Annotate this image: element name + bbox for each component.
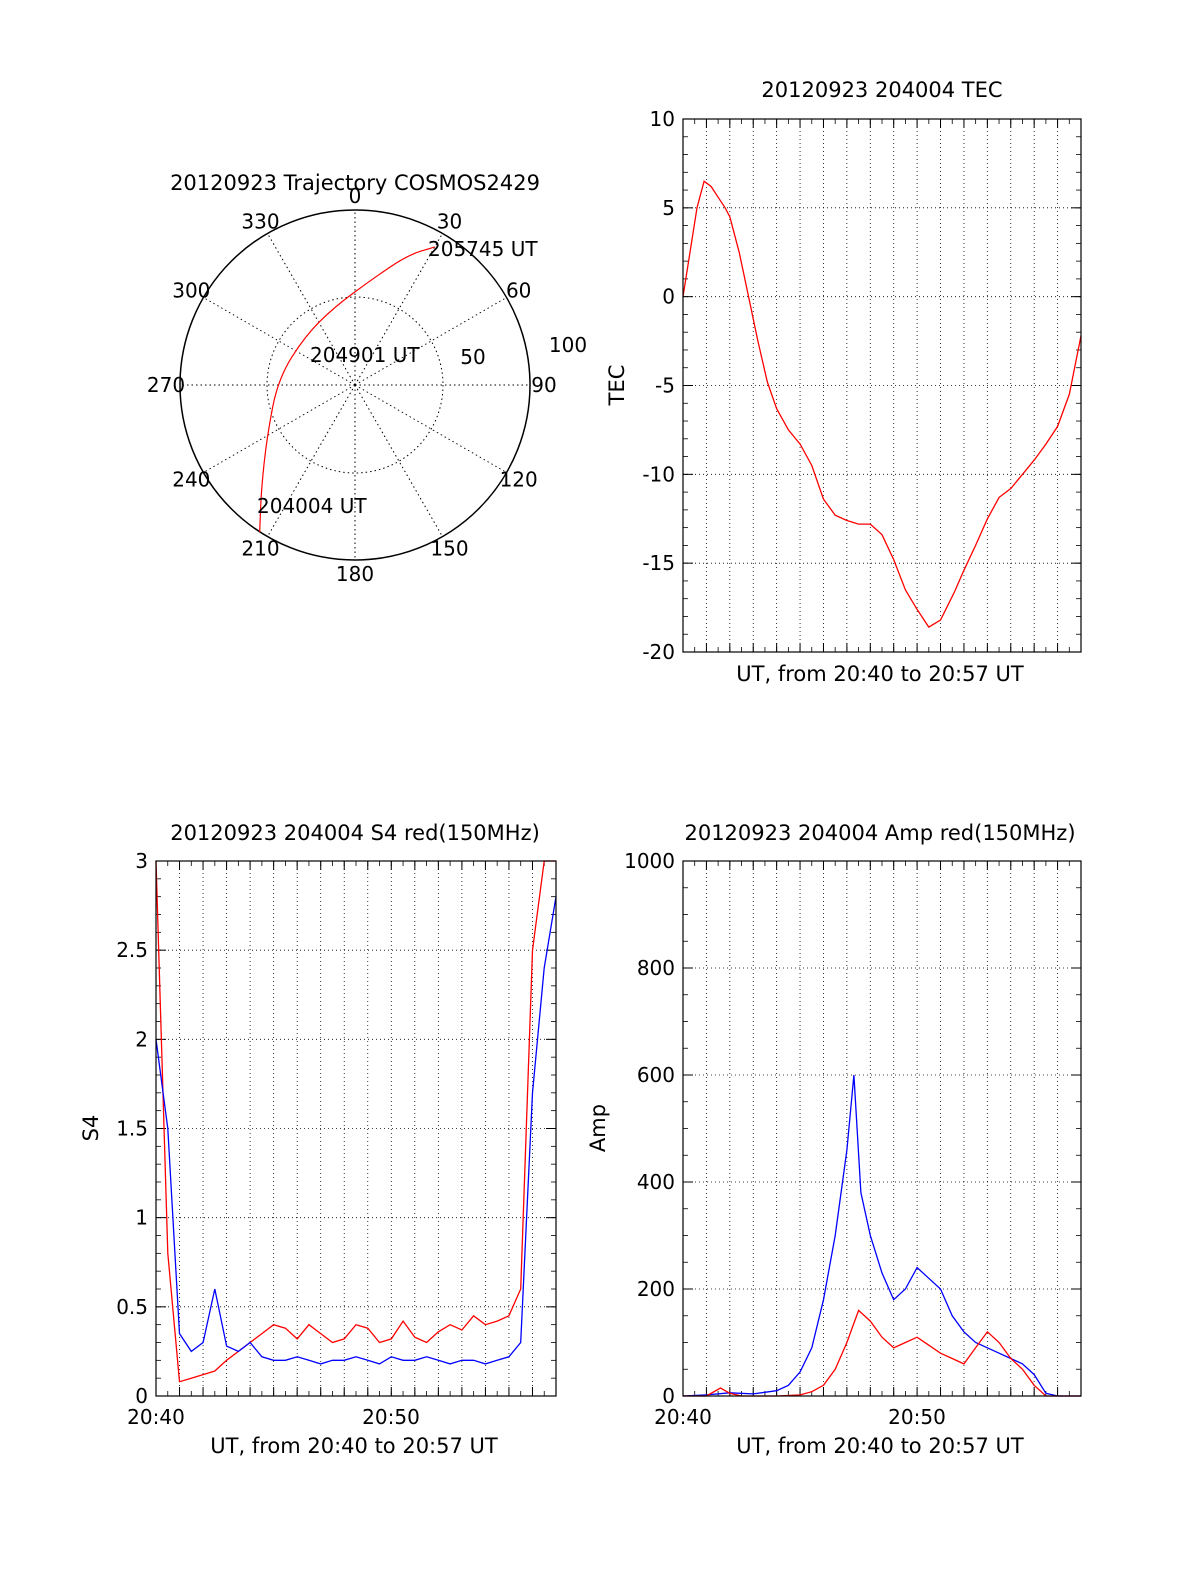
amp-y-tick-label: 200	[637, 1277, 675, 1301]
polar-spoke-60	[354, 297, 507, 386]
polar-angle-labels: 0 30 60 90 120 150 180 210 240 270 300 330	[147, 184, 557, 586]
polar-inner-ring	[266, 296, 444, 474]
polar-annotation-end: 205745 UT	[428, 237, 538, 261]
s4-blue-series-line	[155, 896, 557, 1365]
amp-blue-series-line	[682, 1074, 1081, 1397]
polar-angle-label-240: 240	[172, 468, 210, 492]
amp-y-tick-label: 0	[662, 1384, 675, 1408]
amp-y-tick-label: 800	[637, 956, 675, 980]
amp-gridlines	[683, 860, 1081, 1397]
s4-chart: 20120923 204004 S4 red(150MHz) 3 2.5 2 1.5 1…	[79, 821, 557, 1458]
amp-y-tick-label: 1000	[624, 849, 675, 873]
s4-x-tick-label-mid: 20:50	[362, 1405, 420, 1429]
s4-y-tick-label: 0.5	[116, 1295, 148, 1319]
polar-angle-label-120: 120	[500, 468, 538, 492]
polar-title: 20120923 Trajectory COSMOS2429	[170, 171, 540, 195]
polar-angle-label-270: 270	[147, 373, 185, 397]
polar-radius-label-100: 100	[549, 333, 587, 357]
polar-annotation-start: 204004 UT	[257, 494, 367, 518]
polar-trajectory-line	[259, 246, 436, 532]
tec-gridlines	[683, 118, 1081, 653]
amp-y-tick-label: 400	[637, 1170, 675, 1194]
polar-angle-label-30: 30	[437, 209, 462, 233]
s4-title: 20120923 204004 S4 red(150MHz)	[170, 821, 540, 845]
amp-x-tick-label-mid: 20:50	[888, 1405, 946, 1429]
polar-outer-ring	[179, 209, 531, 561]
s4-y-axis-label: S4	[79, 1115, 103, 1142]
polar-radius-label-50: 50	[460, 345, 485, 369]
s4-y-tick-label: 1.5	[116, 1117, 148, 1141]
polar-angle-label-330: 330	[241, 209, 279, 233]
amp-title: 20120923 204004 Amp red(150MHz)	[684, 821, 1075, 845]
tec-y-tick-label: -20	[642, 640, 675, 664]
polar-spoke-150	[354, 384, 443, 537]
polar-chart: 20120923 Trajectory COSMOS2429 0 30 60 90 12…	[147, 171, 587, 586]
s4-red-series-line	[155, 860, 556, 1383]
amp-y-axis-label: Amp	[586, 1104, 610, 1152]
tec-title: 20120923 204004 TEC	[761, 78, 1002, 102]
amp-chart: 20120923 204004 Amp red(150MHz) 1000 800 6…	[586, 821, 1082, 1458]
s4-y-tick-label: 2	[135, 1027, 148, 1051]
polar-angle-label-0: 0	[349, 184, 362, 208]
s4-x-axis-label: UT, from 20:40 to 20:57 UT	[210, 1434, 498, 1458]
amp-y-tick-label: 600	[637, 1063, 675, 1087]
tec-y-tick-labels: 10 5 0 -5 -10 -15 -20	[642, 107, 675, 664]
amp-x-tick-label-start: 20:40	[654, 1405, 712, 1429]
s4-y-tick-label: 0	[135, 1384, 148, 1408]
tec-y-tick-label: 10	[650, 107, 675, 131]
tec-x-axis-label: UT, from 20:40 to 20:57 UT	[736, 662, 1024, 686]
tec-y-tick-label: -15	[642, 551, 675, 575]
tec-y-tick-label: -5	[655, 374, 675, 398]
tec-plot-frame	[682, 118, 1082, 653]
amp-plot-frame	[682, 860, 1082, 1397]
polar-angle-label-90: 90	[531, 373, 556, 397]
s4-y-tick-label: 3	[135, 849, 148, 873]
polar-angle-label-210: 210	[241, 537, 279, 561]
tec-minor-ticks	[682, 118, 1082, 653]
s4-y-tick-labels: 3 2.5 2 1.5 1 0.5 0	[116, 849, 148, 1408]
amp-x-axis-label: UT, from 20:40 to 20:57 UT	[736, 1434, 1024, 1458]
tec-series-line	[682, 180, 1082, 628]
polar-angle-label-300: 300	[172, 279, 210, 303]
amp-y-tick-labels: 1000 800 600 400 200 0	[624, 849, 675, 1408]
polar-annotation-mid: 204901 UT	[310, 343, 420, 367]
tec-y-axis-label: TEC	[605, 365, 629, 407]
amp-minor-ticks	[682, 860, 1082, 1397]
polar-angle-label-60: 60	[506, 279, 531, 303]
polar-angle-label-180: 180	[336, 562, 374, 586]
tec-y-tick-label: 0	[662, 285, 675, 309]
s4-y-tick-label: 1	[135, 1206, 148, 1230]
s4-y-tick-label: 2.5	[116, 938, 148, 962]
amp-red-series-line	[683, 1309, 1081, 1397]
s4-plot-frame	[155, 860, 557, 1397]
polar-angle-label-150: 150	[430, 537, 468, 561]
s4-x-tick-label-start: 20:40	[127, 1405, 185, 1429]
tec-y-tick-label: -10	[642, 462, 675, 486]
tec-y-tick-label: 5	[662, 196, 675, 220]
s4-gridlines	[156, 860, 556, 1397]
